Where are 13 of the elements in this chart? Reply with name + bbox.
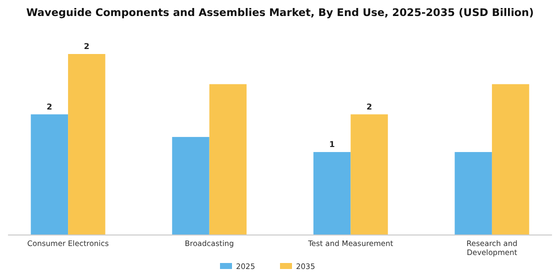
bar (454, 152, 492, 235)
chart-title: Waveguide Components and Assemblies Market, By End Use, 2025-2035 (USD Billion) (26, 7, 534, 19)
data-label: 2 (366, 102, 372, 112)
bar (209, 84, 247, 235)
bar (30, 114, 68, 235)
bar (313, 152, 351, 235)
bar (350, 114, 388, 235)
data-label: 2 (84, 42, 90, 51)
bar (172, 136, 210, 235)
bar (68, 54, 106, 235)
data-label: 2 (46, 102, 52, 112)
bar (492, 84, 530, 235)
data-label: 1 (329, 140, 336, 150)
